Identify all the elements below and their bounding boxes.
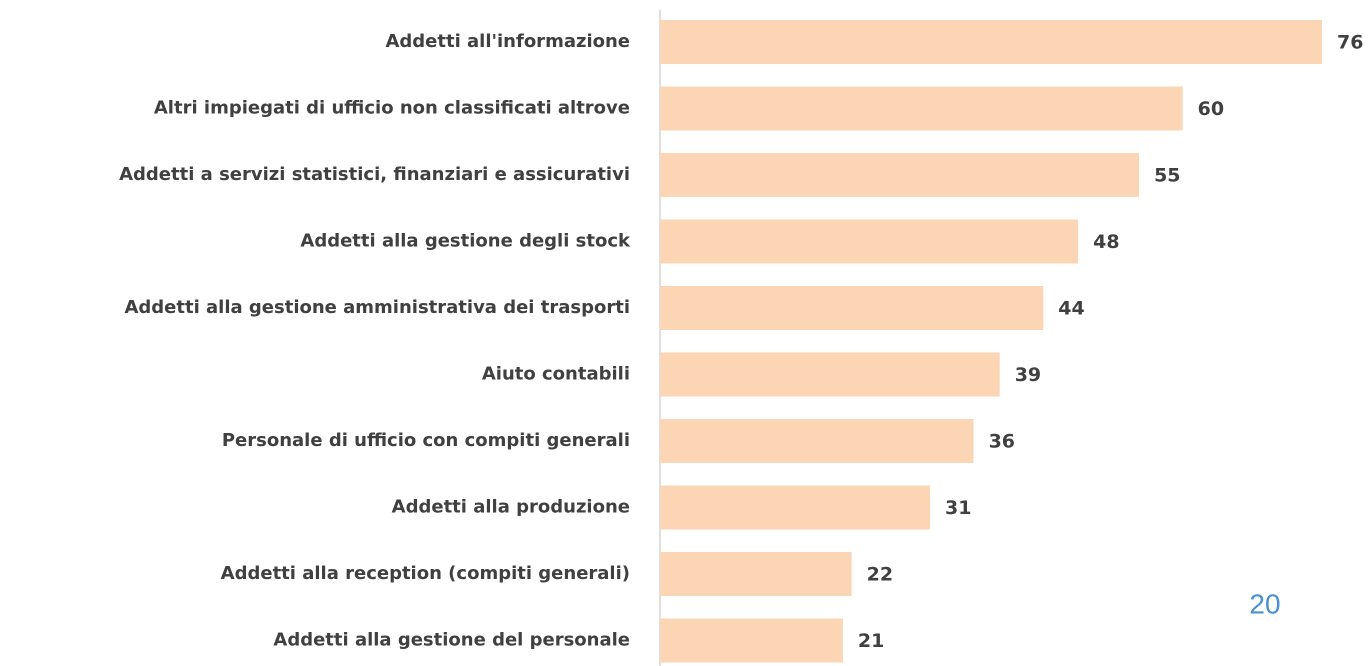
category-label: Addetti alla gestione amministrativa dei… xyxy=(124,297,630,318)
value-label: 36 xyxy=(989,431,1015,453)
bar xyxy=(660,219,1079,264)
category-label: Addetti alla gestione degli stock xyxy=(300,231,631,252)
value-label: 31 xyxy=(945,497,971,519)
page-number: 20 xyxy=(1249,588,1280,619)
category-label: Addetti alla reception (compiti generali… xyxy=(221,563,630,584)
bar xyxy=(660,153,1140,197)
value-label: 21 xyxy=(858,630,884,652)
category-label: Addetti alla gestione del personale xyxy=(273,630,630,651)
value-label: 76 xyxy=(1337,32,1363,54)
category-label: Altri impiegati di ufficio non classific… xyxy=(154,98,630,119)
category-label: Addetti all'informazione xyxy=(385,31,630,52)
value-label: 39 xyxy=(1015,364,1041,386)
value-label: 55 xyxy=(1154,165,1180,187)
value-label: 44 xyxy=(1058,298,1084,320)
value-label: 22 xyxy=(867,564,893,586)
bar xyxy=(660,86,1183,131)
category-label: Addetti alla produzione xyxy=(392,497,630,518)
category-label: Addetti a servizi statistici, finanziari… xyxy=(119,164,630,185)
value-label: 48 xyxy=(1093,231,1119,253)
bar xyxy=(660,352,1000,397)
bar xyxy=(660,618,843,663)
bar xyxy=(660,485,931,530)
category-label: Personale di ufficio con compiti general… xyxy=(222,430,630,451)
bar xyxy=(660,419,974,463)
bar xyxy=(660,552,852,596)
bar xyxy=(660,286,1044,330)
value-label: 60 xyxy=(1198,98,1224,120)
category-label: Aiuto contabili xyxy=(482,364,630,385)
bar xyxy=(660,20,1322,64)
